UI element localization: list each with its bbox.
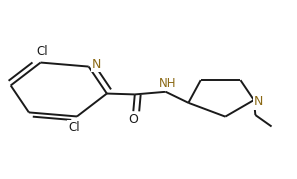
Text: Cl: Cl	[68, 121, 80, 134]
Text: O: O	[128, 113, 138, 127]
Text: Cl: Cl	[36, 45, 48, 58]
Text: N: N	[254, 95, 264, 108]
Text: N: N	[92, 58, 102, 71]
Text: NH: NH	[158, 77, 176, 90]
